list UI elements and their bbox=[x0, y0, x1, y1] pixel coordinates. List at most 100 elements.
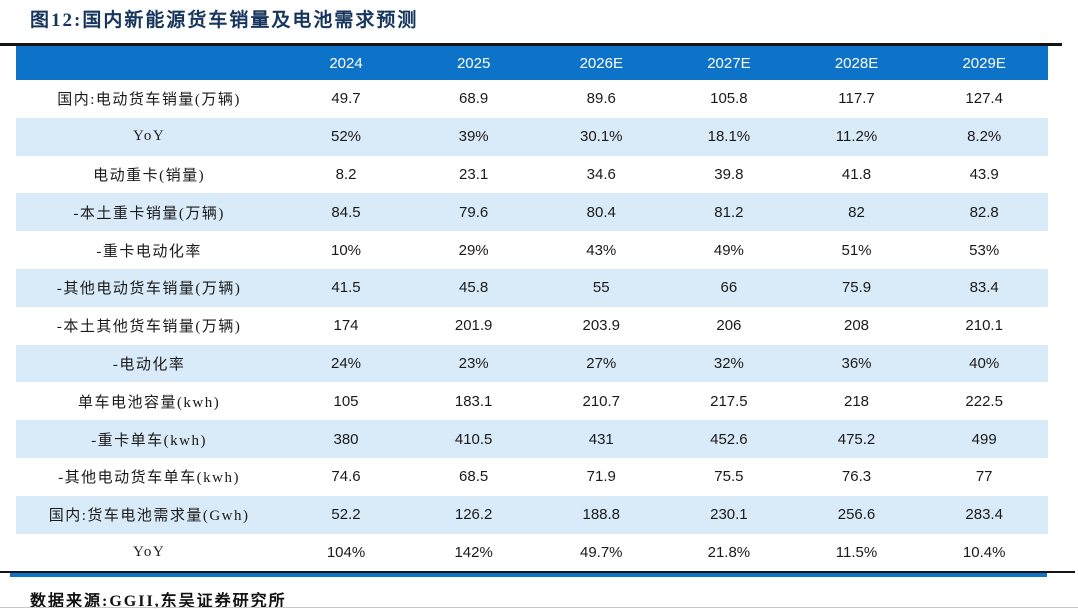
row-label: 国内:电动货车销量(万辆) bbox=[57, 92, 241, 109]
column-header: 2028E bbox=[792, 46, 921, 80]
cell-value: 52% bbox=[331, 128, 362, 146]
cell-value: 127.4 bbox=[965, 90, 1003, 108]
row-label: -其他电动货车单车(kwh) bbox=[58, 470, 241, 487]
cell-value: 8.2 bbox=[335, 165, 357, 183]
cell-value: 75.9 bbox=[841, 279, 872, 297]
cell-value: 51% bbox=[841, 241, 872, 259]
cell-value: 39% bbox=[458, 128, 489, 146]
cell-value: 41.8 bbox=[841, 165, 872, 183]
cell-value: 66 bbox=[720, 279, 738, 297]
cell-value: 75.5 bbox=[714, 468, 744, 486]
figure-title: 图12:国内新能源货车销量及电池需求预测 bbox=[30, 10, 419, 31]
cell-value: 24% bbox=[331, 354, 362, 372]
cell-value: 49% bbox=[713, 241, 744, 259]
cell-value: 89.6 bbox=[586, 90, 616, 108]
table-row: -重卡单车(kwh) 380 410.5 431 452.6 475.2 499 bbox=[16, 420, 1048, 458]
table-row: -电动化率 24% 23% 27% 32% 36% 40% bbox=[16, 344, 1048, 383]
table-row: -本土其他货车销量(万辆) 174 201.9 203.9 206 208 210.1 bbox=[16, 307, 1048, 345]
cell-value: 210.7 bbox=[582, 392, 621, 410]
cell-value: 203.9 bbox=[582, 317, 621, 335]
cell-value: 230.1 bbox=[710, 506, 748, 524]
table-row: -重卡电动化率 10% 29% 43% 49% 51% 53% bbox=[16, 231, 1048, 269]
row-label: -重卡单车(kwh) bbox=[91, 432, 208, 449]
top-rule bbox=[0, 43, 1062, 46]
column-header: 2029E bbox=[920, 46, 1048, 80]
cell-value: 499 bbox=[971, 430, 997, 448]
cell-value: 475.2 bbox=[837, 430, 876, 448]
cell-value: 218 bbox=[844, 392, 870, 410]
cell-value: 77 bbox=[975, 468, 993, 486]
cell-value: 431 bbox=[588, 430, 614, 448]
row-label: -本土重卡销量(万辆) bbox=[73, 205, 225, 222]
cell-value: 53% bbox=[969, 241, 1000, 259]
header-row: 2024 2025 2026E 2027E 2028E 2029E bbox=[16, 46, 1048, 80]
table-row: 国内:电动货车销量(万辆) 49.7 68.9 89.6 105.8 117.7 127.4 bbox=[16, 80, 1048, 118]
bottom-rule-dark bbox=[0, 571, 1075, 574]
cell-value: 32% bbox=[713, 354, 744, 372]
cell-value: 52.2 bbox=[331, 506, 361, 524]
cell-value: 81.2 bbox=[714, 203, 744, 221]
cell-value: 74.6 bbox=[331, 468, 361, 486]
cell-value: 283.4 bbox=[965, 506, 1003, 524]
row-label: -电动化率 bbox=[112, 356, 186, 373]
cell-value: 76.3 bbox=[841, 468, 872, 486]
cell-value: 183.1 bbox=[454, 392, 493, 410]
cell-value: 222.5 bbox=[965, 392, 1003, 410]
cell-value: 36% bbox=[841, 354, 872, 372]
row-label: -重卡电动化率 bbox=[96, 243, 202, 260]
bottom-hairline bbox=[0, 607, 1078, 608]
cell-value: 41.5 bbox=[331, 279, 361, 297]
cell-value: 105 bbox=[333, 392, 359, 410]
cell-value: 8.2% bbox=[967, 128, 1002, 146]
forecast-table-wrap: 2024 2025 2026E 2027E 2028E 2029E 国内:电动货车销量(万… bbox=[16, 46, 1048, 571]
cell-value: 29% bbox=[458, 241, 489, 259]
row-label: YoY bbox=[133, 543, 166, 560]
cell-value: 84.5 bbox=[331, 203, 361, 221]
row-label: -本土其他货车销量(万辆) bbox=[56, 319, 242, 336]
cell-value: 39.8 bbox=[714, 165, 744, 183]
cell-value: 80.4 bbox=[586, 203, 616, 221]
cell-value: 43% bbox=[586, 241, 617, 259]
table-row: YoY 104% 142% 49.7% 21.8% 11.5% 10.4% bbox=[16, 534, 1048, 572]
cell-value: 210.1 bbox=[965, 317, 1003, 335]
cell-value: 380 bbox=[333, 430, 359, 448]
cell-value: 79.6 bbox=[459, 203, 489, 221]
row-label: 单车电池容量(kwh) bbox=[77, 394, 221, 411]
table-row: 单车电池容量(kwh) 105 183.1 210.7 217.5 218 222.5 bbox=[16, 382, 1048, 420]
cell-value: 188.8 bbox=[582, 506, 621, 524]
row-label: -其他电动货车销量(万辆) bbox=[56, 281, 242, 298]
cell-value: 23% bbox=[458, 354, 489, 372]
label-column-header bbox=[16, 46, 283, 80]
forecast-table: 2024 2025 2026E 2027E 2028E 2029E 国内:电动货车销量(万… bbox=[16, 46, 1048, 571]
table-row: -其他电动货车单车(kwh) 74.6 68.5 71.9 75.5 76.3 77 bbox=[16, 458, 1048, 496]
cell-value: 11.5% bbox=[835, 543, 878, 561]
column-header: 2025 bbox=[409, 46, 538, 80]
source-note: 数据来源:GGII,东吴证券研究所 bbox=[30, 593, 287, 609]
cell-value: 256.6 bbox=[837, 506, 876, 524]
cell-value: 142% bbox=[454, 543, 493, 561]
cell-value: 104% bbox=[326, 543, 366, 561]
column-header: 2026E bbox=[537, 46, 666, 80]
row-label: YoY bbox=[133, 128, 166, 145]
cell-value: 126.2 bbox=[454, 506, 493, 524]
cell-value: 40% bbox=[969, 354, 1000, 372]
cell-value: 49.7 bbox=[331, 90, 361, 108]
table-row: -其他电动货车销量(万辆) 41.5 45.8 55 66 75.9 83.4 bbox=[16, 268, 1048, 307]
cell-value: 34.6 bbox=[586, 165, 616, 183]
cell-value: 71.9 bbox=[586, 468, 616, 486]
cell-value: 452.6 bbox=[710, 430, 748, 448]
cell-value: 174 bbox=[333, 317, 359, 335]
cell-value: 68.9 bbox=[459, 90, 489, 108]
cell-value: 82.8 bbox=[969, 203, 999, 221]
column-header: 2024 bbox=[282, 46, 410, 80]
cell-value: 18.1% bbox=[707, 128, 751, 146]
cell-value: 83.4 bbox=[969, 279, 999, 297]
cell-value: 10.4% bbox=[962, 543, 1006, 561]
cell-value: 117.7 bbox=[838, 90, 875, 108]
column-header: 2027E bbox=[665, 46, 793, 80]
table-body: 国内:电动货车销量(万辆) 49.7 68.9 89.6 105.8 117.7 127.4… bbox=[16, 80, 1048, 571]
table-row: -本土重卡销量(万辆) 84.5 79.6 80.4 81.2 82 82.8 bbox=[16, 193, 1048, 232]
table-row: YoY 52% 39% 30.1% 18.1% 11.2% 8.2% bbox=[16, 117, 1048, 156]
row-label: 国内:货车电池需求量(Gwh) bbox=[48, 508, 250, 525]
